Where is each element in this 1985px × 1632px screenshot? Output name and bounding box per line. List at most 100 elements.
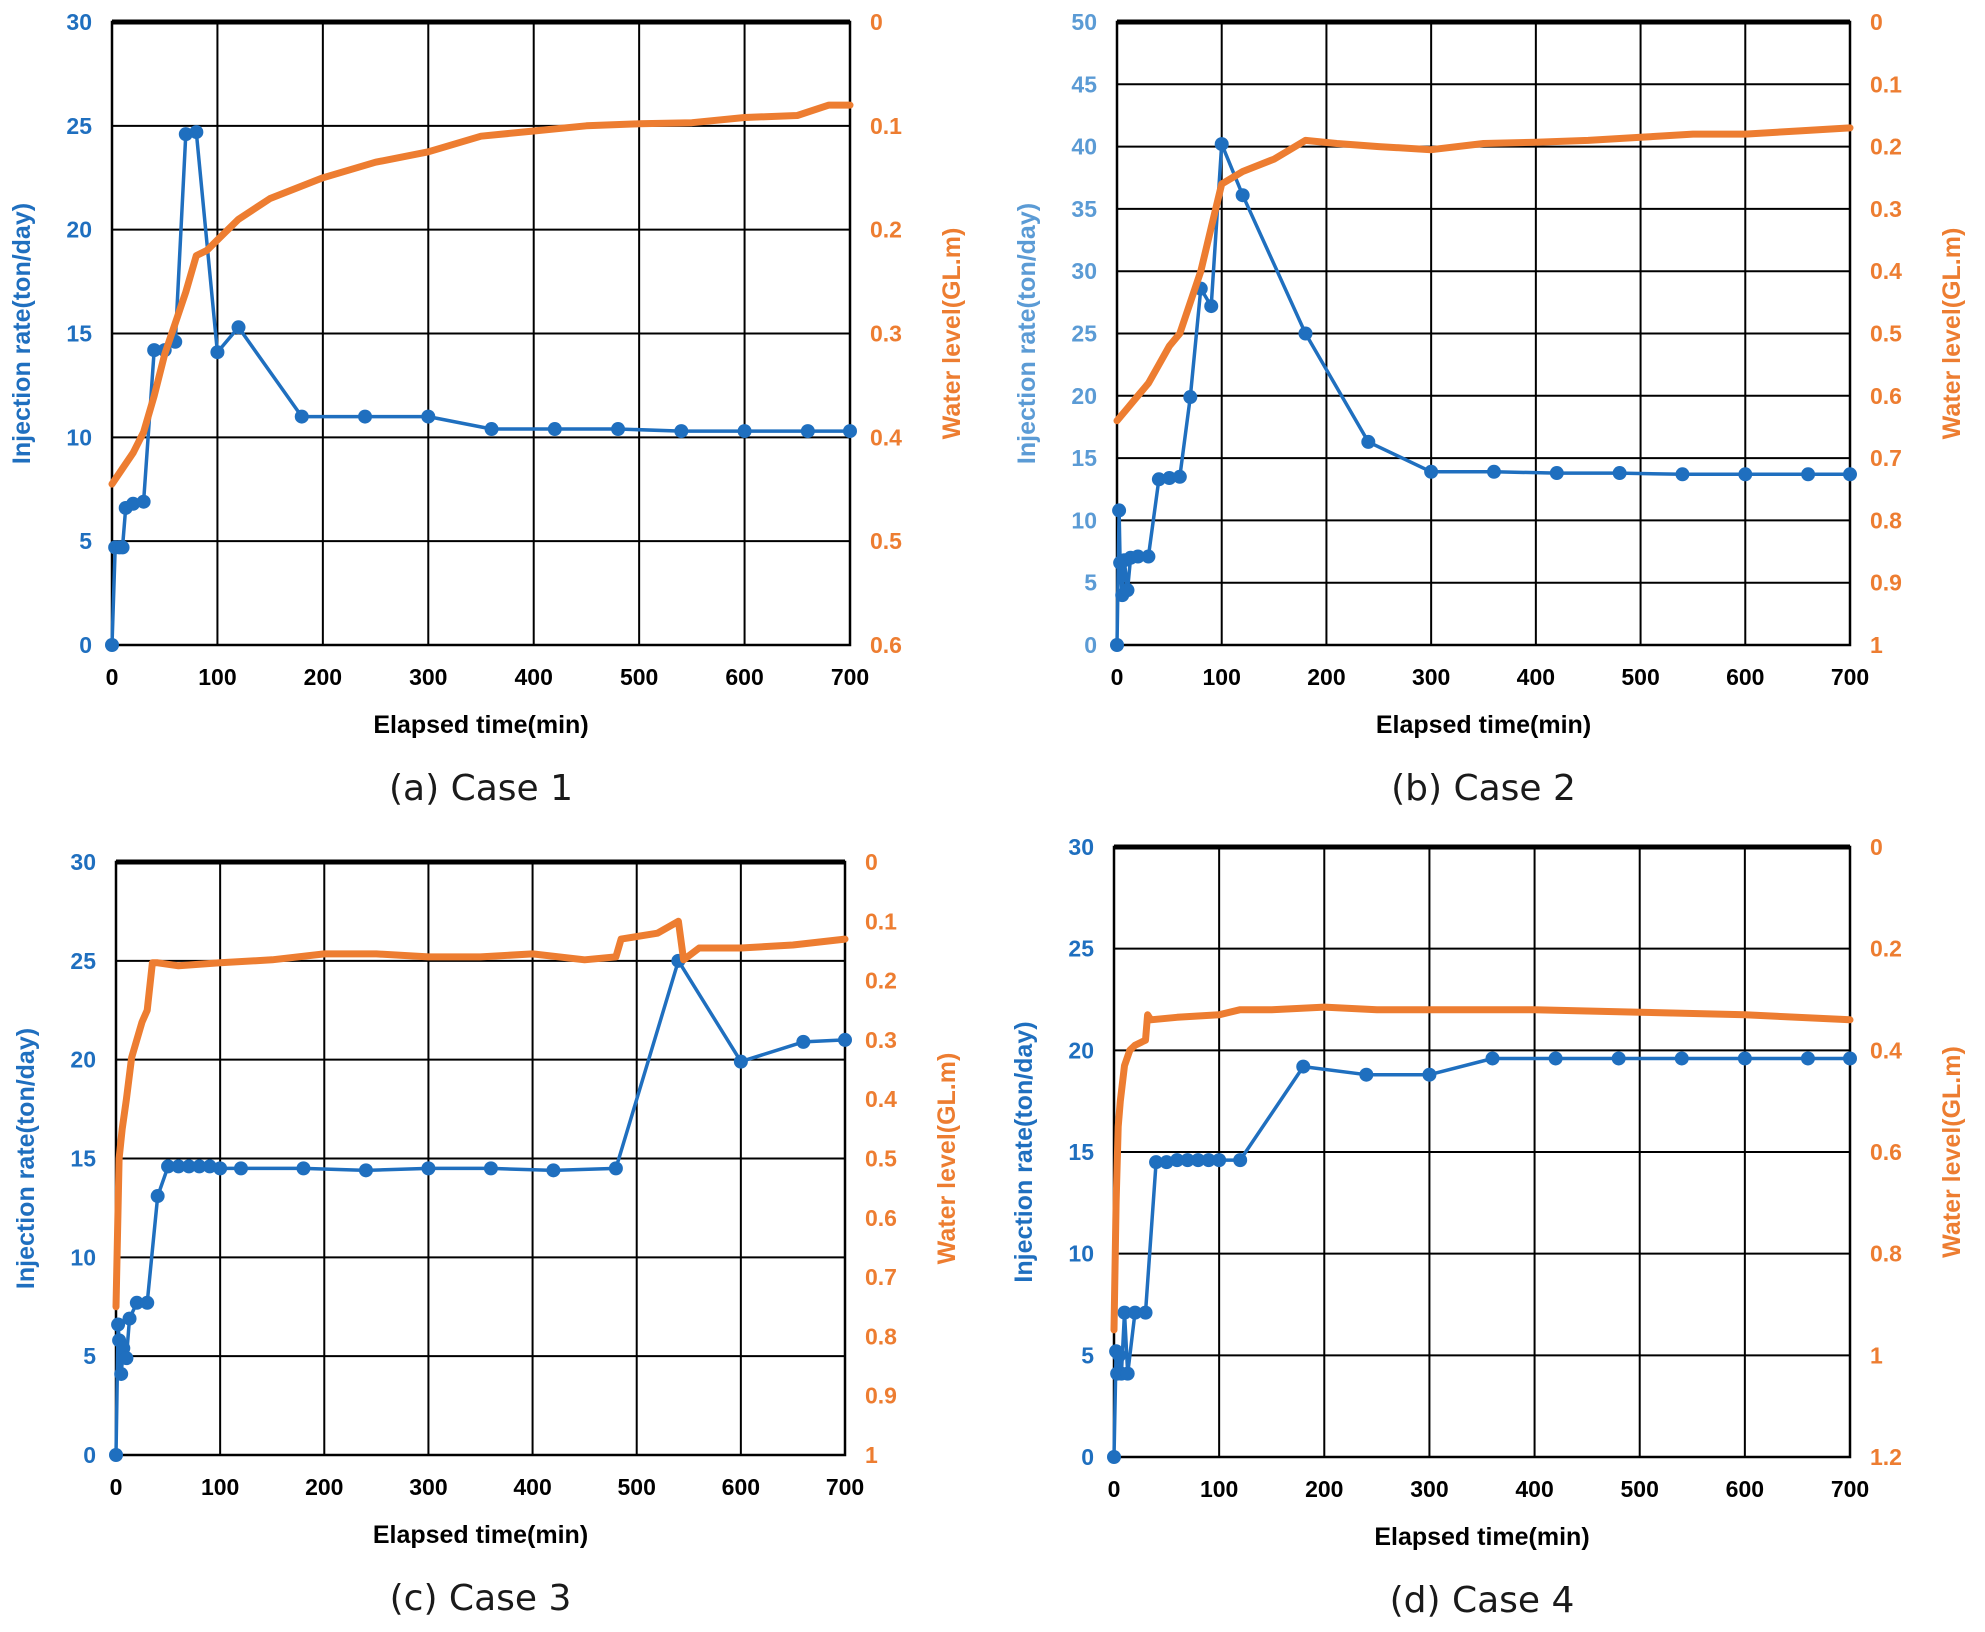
x-tick-label: 300 — [1410, 1476, 1448, 1502]
injection-rate-point — [1204, 299, 1219, 314]
injection-rate-point — [178, 127, 193, 142]
x-tick-label: 500 — [1621, 1476, 1659, 1502]
right-tick-label: 0.2 — [1870, 936, 1902, 962]
left-tick-label: 30 — [1071, 258, 1097, 284]
right-tick-label: 0.2 — [865, 968, 897, 994]
x-axis-title: Elapsed time(min) — [373, 711, 588, 739]
injection-rate-point — [181, 1159, 196, 1174]
injection-rate-point — [547, 422, 562, 437]
left-tick-label: 50 — [1071, 9, 1097, 35]
left-tick-label: 20 — [66, 217, 92, 243]
y-axis-title-left: Injection rate(ton/day) — [1013, 203, 1041, 464]
injection-rate-line — [114, 959, 846, 1456]
injection-rate-point — [1110, 638, 1124, 652]
injection-rate-markers — [109, 953, 852, 1462]
injection-rate-point — [796, 1034, 811, 1049]
injection-rate-point — [421, 409, 436, 424]
right-tick-label: 1 — [1870, 1342, 1883, 1368]
x-axis-ticks: 0 100 200 300 400 500 600 700 — [110, 1474, 865, 1500]
injection-rate-point — [1675, 467, 1690, 482]
injection-rate-point — [1800, 1051, 1815, 1066]
chart-panel-a: 0 5 10 15 20 25 30 0 0.1 0.2 0.3 0.4 0.5 0.6 0 100 200 30… — [0, 0, 990, 810]
injection-rate-point — [674, 424, 689, 439]
injection-rate-point — [421, 1161, 436, 1176]
chart-caption: (a) Case 1 — [389, 768, 573, 809]
left-tick-label: 5 — [79, 528, 92, 554]
injection-rate-point — [1233, 1153, 1248, 1168]
injection-rate-point — [1361, 434, 1376, 449]
injection-rate-point — [1170, 1153, 1185, 1168]
left-tick-label: 10 — [70, 1244, 96, 1270]
injection-rate-point — [1212, 1153, 1227, 1168]
chart-panel-d: 0 5 10 15 20 25 30 0 0.2 0.4 0.6 0.8 1 1.2 0 100 200 300 4… — [995, 822, 1985, 1632]
gridlines — [1114, 847, 1850, 1457]
left-tick-label: 15 — [70, 1146, 96, 1172]
left-axis-ticks: 0 5 10 15 20 25 30 — [1068, 834, 1094, 1470]
injection-rate-point — [737, 424, 752, 439]
left-tick-label: 25 — [70, 948, 96, 974]
injection-rate-point — [1485, 1051, 1500, 1066]
gridlines — [112, 22, 850, 645]
injection-rate-point — [233, 1161, 248, 1176]
left-tick-label: 25 — [1071, 321, 1097, 347]
left-tick-label: 35 — [1071, 196, 1097, 222]
injection-rate-point — [192, 1159, 207, 1174]
injection-rate-point — [150, 1189, 165, 1204]
x-tick-label: 400 — [1515, 1476, 1553, 1502]
right-tick-label: 0.6 — [1870, 383, 1902, 409]
injection-rate-point — [210, 345, 225, 360]
injection-rate-markers — [1107, 1051, 1857, 1464]
injection-rate-point — [1737, 1051, 1752, 1066]
left-tick-label: 0 — [1081, 1444, 1094, 1470]
injection-rate-point — [296, 1161, 311, 1176]
injection-rate-point — [1151, 472, 1166, 487]
right-tick-label: 0.4 — [865, 1086, 897, 1112]
x-tick-label: 100 — [1200, 1476, 1238, 1502]
y-axis-title-right: Water level(GL.m) — [1938, 1046, 1966, 1258]
right-tick-label: 0.8 — [1870, 507, 1902, 533]
left-tick-label: 0 — [79, 632, 92, 658]
right-tick-label: 0 — [865, 849, 878, 875]
x-tick-label: 700 — [1831, 664, 1869, 690]
left-tick-label: 0 — [1084, 632, 1097, 658]
x-axis-title: Elapsed time(min) — [1374, 1523, 1589, 1551]
left-tick-label: 25 — [1068, 936, 1094, 962]
y-axis-title-left: Injection rate(ton/day) — [1010, 1021, 1038, 1282]
x-tick-label: 200 — [305, 1474, 343, 1500]
injection-rate-line — [110, 130, 850, 646]
left-tick-label: 0 — [83, 1442, 96, 1468]
right-tick-label: 0.7 — [1870, 445, 1902, 471]
x-tick-label: 200 — [304, 664, 342, 690]
right-tick-label: 0.9 — [865, 1383, 897, 1409]
injection-rate-point — [1359, 1067, 1374, 1082]
injection-rate-point — [800, 424, 815, 439]
injection-rate-point — [1159, 1155, 1174, 1170]
right-tick-label: 1 — [865, 1442, 878, 1468]
injection-rate-point — [546, 1163, 561, 1178]
right-tick-label: 0 — [1870, 9, 1883, 35]
right-tick-label: 0.4 — [1870, 258, 1902, 284]
x-axis-ticks: 0 100 200 300 400 500 600 700 — [1111, 664, 1870, 690]
chart-caption: (c) Case 3 — [390, 1578, 572, 1619]
gridlines — [1117, 22, 1850, 645]
injection-rate-point — [1611, 1051, 1626, 1066]
injection-rate-point — [1235, 188, 1250, 203]
x-tick-label: 700 — [826, 1474, 864, 1500]
injection-rate-point — [115, 540, 130, 555]
x-tick-label: 600 — [722, 1474, 760, 1500]
right-tick-label: 0.6 — [865, 1205, 897, 1231]
injection-rate-point — [1738, 467, 1753, 482]
injection-rate-point — [114, 1366, 129, 1381]
injection-rate-point — [202, 1159, 217, 1174]
injection-rate-markers — [105, 125, 857, 652]
chart-panel-b: 0 5 10 15 20 25 30 35 40 45 50 0 0.1 0.2 0.3 0.4 0.5 0.6 0… — [995, 0, 1985, 810]
right-tick-label: 0 — [870, 9, 883, 35]
x-tick-label: 200 — [1307, 664, 1345, 690]
right-tick-label: 0.3 — [1870, 196, 1902, 222]
x-axis-ticks: 0 100 200 300 400 500 600 700 — [106, 664, 870, 690]
water-level-line — [1113, 124, 1854, 425]
x-tick-label: 600 — [1726, 664, 1764, 690]
injection-rate-point — [213, 1161, 228, 1176]
